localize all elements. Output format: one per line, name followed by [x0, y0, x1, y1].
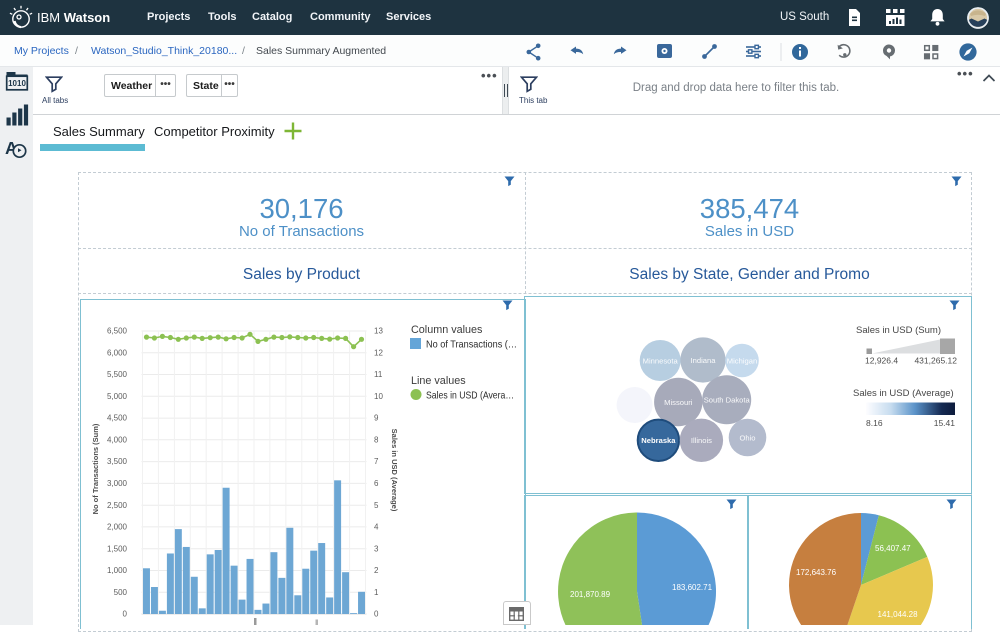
svg-text:1,500: 1,500 — [107, 544, 128, 553]
svg-text:3,500: 3,500 — [107, 457, 128, 466]
svg-text:2,500: 2,500 — [107, 501, 128, 510]
svg-text:8.16: 8.16 — [866, 418, 883, 428]
svg-text:172,643.76: 172,643.76 — [796, 568, 837, 577]
svg-text:1,000: 1,000 — [107, 566, 128, 575]
svg-text:3: 3 — [374, 544, 379, 553]
svg-text:Minnesota: Minnesota — [643, 356, 679, 365]
svg-text:1: 1 — [374, 588, 379, 597]
svg-text:Missouri: Missouri — [664, 398, 693, 407]
svg-text:6,500: 6,500 — [107, 327, 128, 336]
svg-text:10: 10 — [374, 392, 383, 401]
svg-text:2: 2 — [374, 566, 379, 575]
svg-text:Illinois: Illinois — [691, 436, 712, 445]
svg-text:1010: 1010 — [8, 79, 26, 88]
svg-text:141,044.28: 141,044.28 — [878, 610, 919, 619]
svg-text:0: 0 — [374, 610, 379, 619]
svg-text:12,926.4: 12,926.4 — [865, 356, 898, 366]
svg-text:8: 8 — [374, 435, 379, 444]
svg-text:0: 0 — [123, 610, 128, 619]
svg-text:9: 9 — [374, 414, 379, 423]
svg-text:Sales in USD (Avera…: Sales in USD (Avera… — [426, 391, 514, 402]
svg-text:500: 500 — [114, 588, 128, 597]
svg-text:5: 5 — [374, 501, 379, 510]
svg-text:Column values: Column values — [411, 324, 483, 336]
svg-text:Line values: Line values — [411, 375, 466, 387]
svg-text:4,000: 4,000 — [107, 435, 128, 444]
svg-text:4: 4 — [374, 523, 379, 532]
svg-text:201,870.89: 201,870.89 — [570, 590, 611, 599]
svg-text:Sales in USD (Sum): Sales in USD (Sum) — [856, 325, 941, 336]
svg-text:7: 7 — [374, 457, 379, 466]
svg-text:15.41: 15.41 — [934, 418, 956, 428]
svg-text:56,407.47: 56,407.47 — [875, 544, 911, 553]
svg-text:Michigan: Michigan — [727, 356, 757, 365]
svg-text:5,000: 5,000 — [107, 392, 128, 401]
svg-text:3,000: 3,000 — [107, 479, 128, 488]
svg-text:13: 13 — [374, 327, 383, 336]
svg-text:4,500: 4,500 — [107, 414, 128, 423]
svg-text:11: 11 — [374, 370, 383, 379]
svg-text:431,265.12: 431,265.12 — [914, 356, 957, 366]
svg-text:South Dakota: South Dakota — [704, 396, 751, 405]
svg-text:Sales in USD (Average): Sales in USD (Average) — [390, 429, 399, 512]
svg-text:Nebraska: Nebraska — [641, 436, 676, 445]
svg-text:No of Transactions (…: No of Transactions (… — [426, 340, 517, 351]
svg-text:2,000: 2,000 — [107, 523, 128, 532]
svg-text:Ohio: Ohio — [739, 433, 755, 442]
svg-text:No of Transactions (Sum): No of Transactions (Sum) — [91, 423, 100, 514]
svg-text:Sales in USD (Average): Sales in USD (Average) — [853, 388, 954, 399]
svg-text:5,500: 5,500 — [107, 370, 128, 379]
svg-text:183,602.71: 183,602.71 — [672, 583, 713, 592]
svg-text:Indiana: Indiana — [691, 356, 717, 365]
svg-text:6,000: 6,000 — [107, 348, 128, 357]
svg-text:6: 6 — [374, 479, 379, 488]
svg-text:12: 12 — [374, 348, 383, 357]
